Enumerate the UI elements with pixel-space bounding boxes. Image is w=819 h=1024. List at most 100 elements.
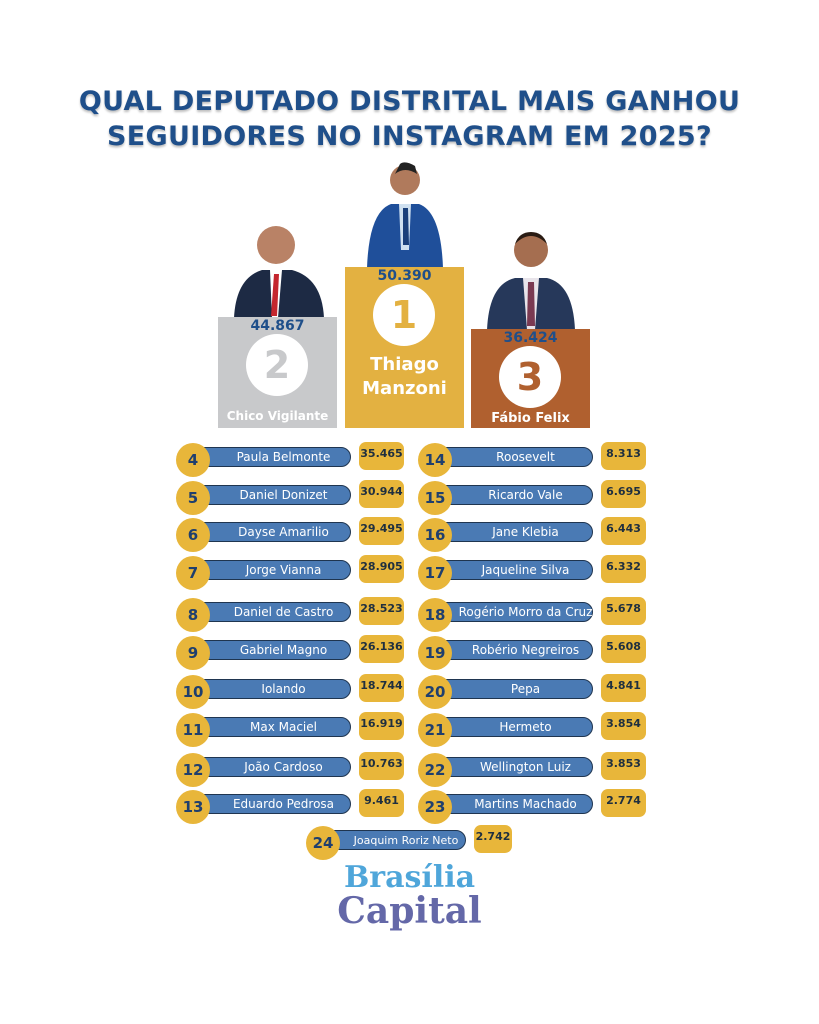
followers-value: 6.695 [601,480,646,508]
ranking-row: 23 Martins Machado 2.774 [418,789,658,824]
rank-number: 8 [176,598,210,632]
followers-value: 28.523 [359,597,404,625]
rank-number: 16 [418,518,452,552]
deputy-name: Paula Belmonte [196,447,351,467]
rank-number: 17 [418,556,452,590]
rank-number: 12 [176,753,210,787]
ranking-row: 20 Pepa 4.841 [418,674,658,709]
followers-value: 5.608 [601,635,646,663]
podium-first-name: Thiago Manzoni [362,354,447,399]
rank-number: 5 [176,481,210,515]
deputy-name: Jaqueline Silva [438,560,593,580]
ranking-row: 17 Jaqueline Silva 6.332 [418,555,658,590]
ranking-row: 8 Daniel de Castro 28.523 [176,597,416,632]
rank-number: 11 [176,713,210,747]
deputy-name: Joaquim Roriz Neto [326,830,466,850]
followers-value: 4.841 [601,674,646,702]
rank-number: 4 [176,443,210,477]
followers-value: 3.853 [601,752,646,780]
ranking-row: 16 Jane Klebia 6.443 [418,517,658,552]
followers-value: 2.774 [601,789,646,817]
ranking-row: 24 Joaquim Roriz Neto 2.742 [306,825,524,860]
podium-second-value: 44.867 [250,318,305,334]
ranking-row: 14 Roosevelt 8.313 [418,442,658,477]
followers-value: 30.944 [359,480,404,508]
ranking-row: 5 Daniel Donizet 30.944 [176,480,416,515]
followers-value: 28.905 [359,555,404,583]
ranking-row: 18 Rogério Morro da Cruz 5.678 [418,597,658,632]
ranking-row: 12 João Cardoso 10.763 [176,752,416,787]
followers-value: 18.744 [359,674,404,702]
rank-number: 10 [176,675,210,709]
rank-number: 14 [418,443,452,477]
rank-number: 23 [418,790,452,824]
ranking-row: 6 Dayse Amarilio 29.495 [176,517,416,552]
photo-fabio-felix [487,232,575,330]
ranking-row: 11 Max Maciel 16.919 [176,712,416,747]
deputy-name: Daniel de Castro [196,602,351,622]
logo-brasilia: Brasília [343,860,476,895]
deputy-name: Jorge Vianna [196,560,351,580]
followers-value: 9.461 [359,789,404,817]
followers-value: 35.465 [359,442,404,470]
rank-number: 9 [176,636,210,670]
deputy-name: Wellington Luiz [438,757,593,777]
deputy-name: Dayse Amarilio [196,522,351,542]
deputy-name: Robério Negreiros [438,640,593,660]
followers-value: 29.495 [359,517,404,545]
ranking-row: 9 Gabriel Magno 26.136 [176,635,416,670]
followers-value: 16.919 [359,712,404,740]
rank-number: 24 [306,826,340,860]
rank-number: 13 [176,790,210,824]
followers-value: 8.313 [601,442,646,470]
podium-second-name: Chico Vigilante [226,409,329,423]
deputy-name: Roosevelt [438,447,593,467]
photo-chico-vigilante [234,226,324,318]
rank-number: 22 [418,753,452,787]
podium-second: 44.867 2 Chico Vigilante [218,317,337,428]
ranking-row: 10 Iolando 18.744 [176,674,416,709]
rank-number: 7 [176,556,210,590]
followers-value: 5.678 [601,597,646,625]
ranking-row: 22 Wellington Luiz 3.853 [418,752,658,787]
ranking-row: 19 Robério Negreiros 5.608 [418,635,658,670]
rank-number: 20 [418,675,452,709]
rank-number: 15 [418,481,452,515]
followers-value: 10.763 [359,752,404,780]
deputy-name: Hermeto [438,717,593,737]
followers-value: 26.136 [359,635,404,663]
rank-number: 19 [418,636,452,670]
rank-number: 6 [176,518,210,552]
deputy-name: Pepa [438,679,593,699]
followers-value: 6.443 [601,517,646,545]
podium-third-name: Fábio Felix [491,411,570,426]
title-line-1: QUAL DEPUTADO DISTRITAL MAIS GANHOU [78,86,741,117]
deputy-name: Jane Klebia [438,522,593,542]
followers-value: 6.332 [601,555,646,583]
deputy-name: Max Maciel [196,717,351,737]
deputy-name: Gabriel Magno [196,640,351,660]
followers-value: 2.742 [474,825,512,853]
ranking-row: 15 Ricardo Vale 6.695 [418,480,658,515]
logo-capital: Capital [337,890,482,932]
title-line-2: SEGUIDORES NO INSTAGRAM EM 2025? [107,121,712,152]
rank-number: 21 [418,713,452,747]
podium-third-rank: 3 [499,346,561,408]
deputy-name: João Cardoso [196,757,351,777]
podium-first-rank: 1 [373,284,435,346]
ranking-row: 4 Paula Belmonte 35.465 [176,442,416,477]
podium-first: 50.390 1 Thiago Manzoni [345,267,464,428]
followers-value: 3.854 [601,712,646,740]
deputy-name: Daniel Donizet [196,485,351,505]
deputy-name: Iolando [196,679,351,699]
deputy-name: Eduardo Pedrosa [196,794,351,814]
photo-thiago-manzoni [367,162,443,268]
rank-number: 18 [418,598,452,632]
ranking-row: 7 Jorge Vianna 28.905 [176,555,416,590]
deputy-name: Ricardo Vale [438,485,593,505]
ranking-row: 13 Eduardo Pedrosa 9.461 [176,789,416,824]
deputy-name: Rogério Morro da Cruz [438,602,593,622]
podium-third-value: 36.424 [503,330,558,346]
deputy-name: Martins Machado [438,794,593,814]
podium-third: 36.424 3 Fábio Felix [471,329,590,428]
